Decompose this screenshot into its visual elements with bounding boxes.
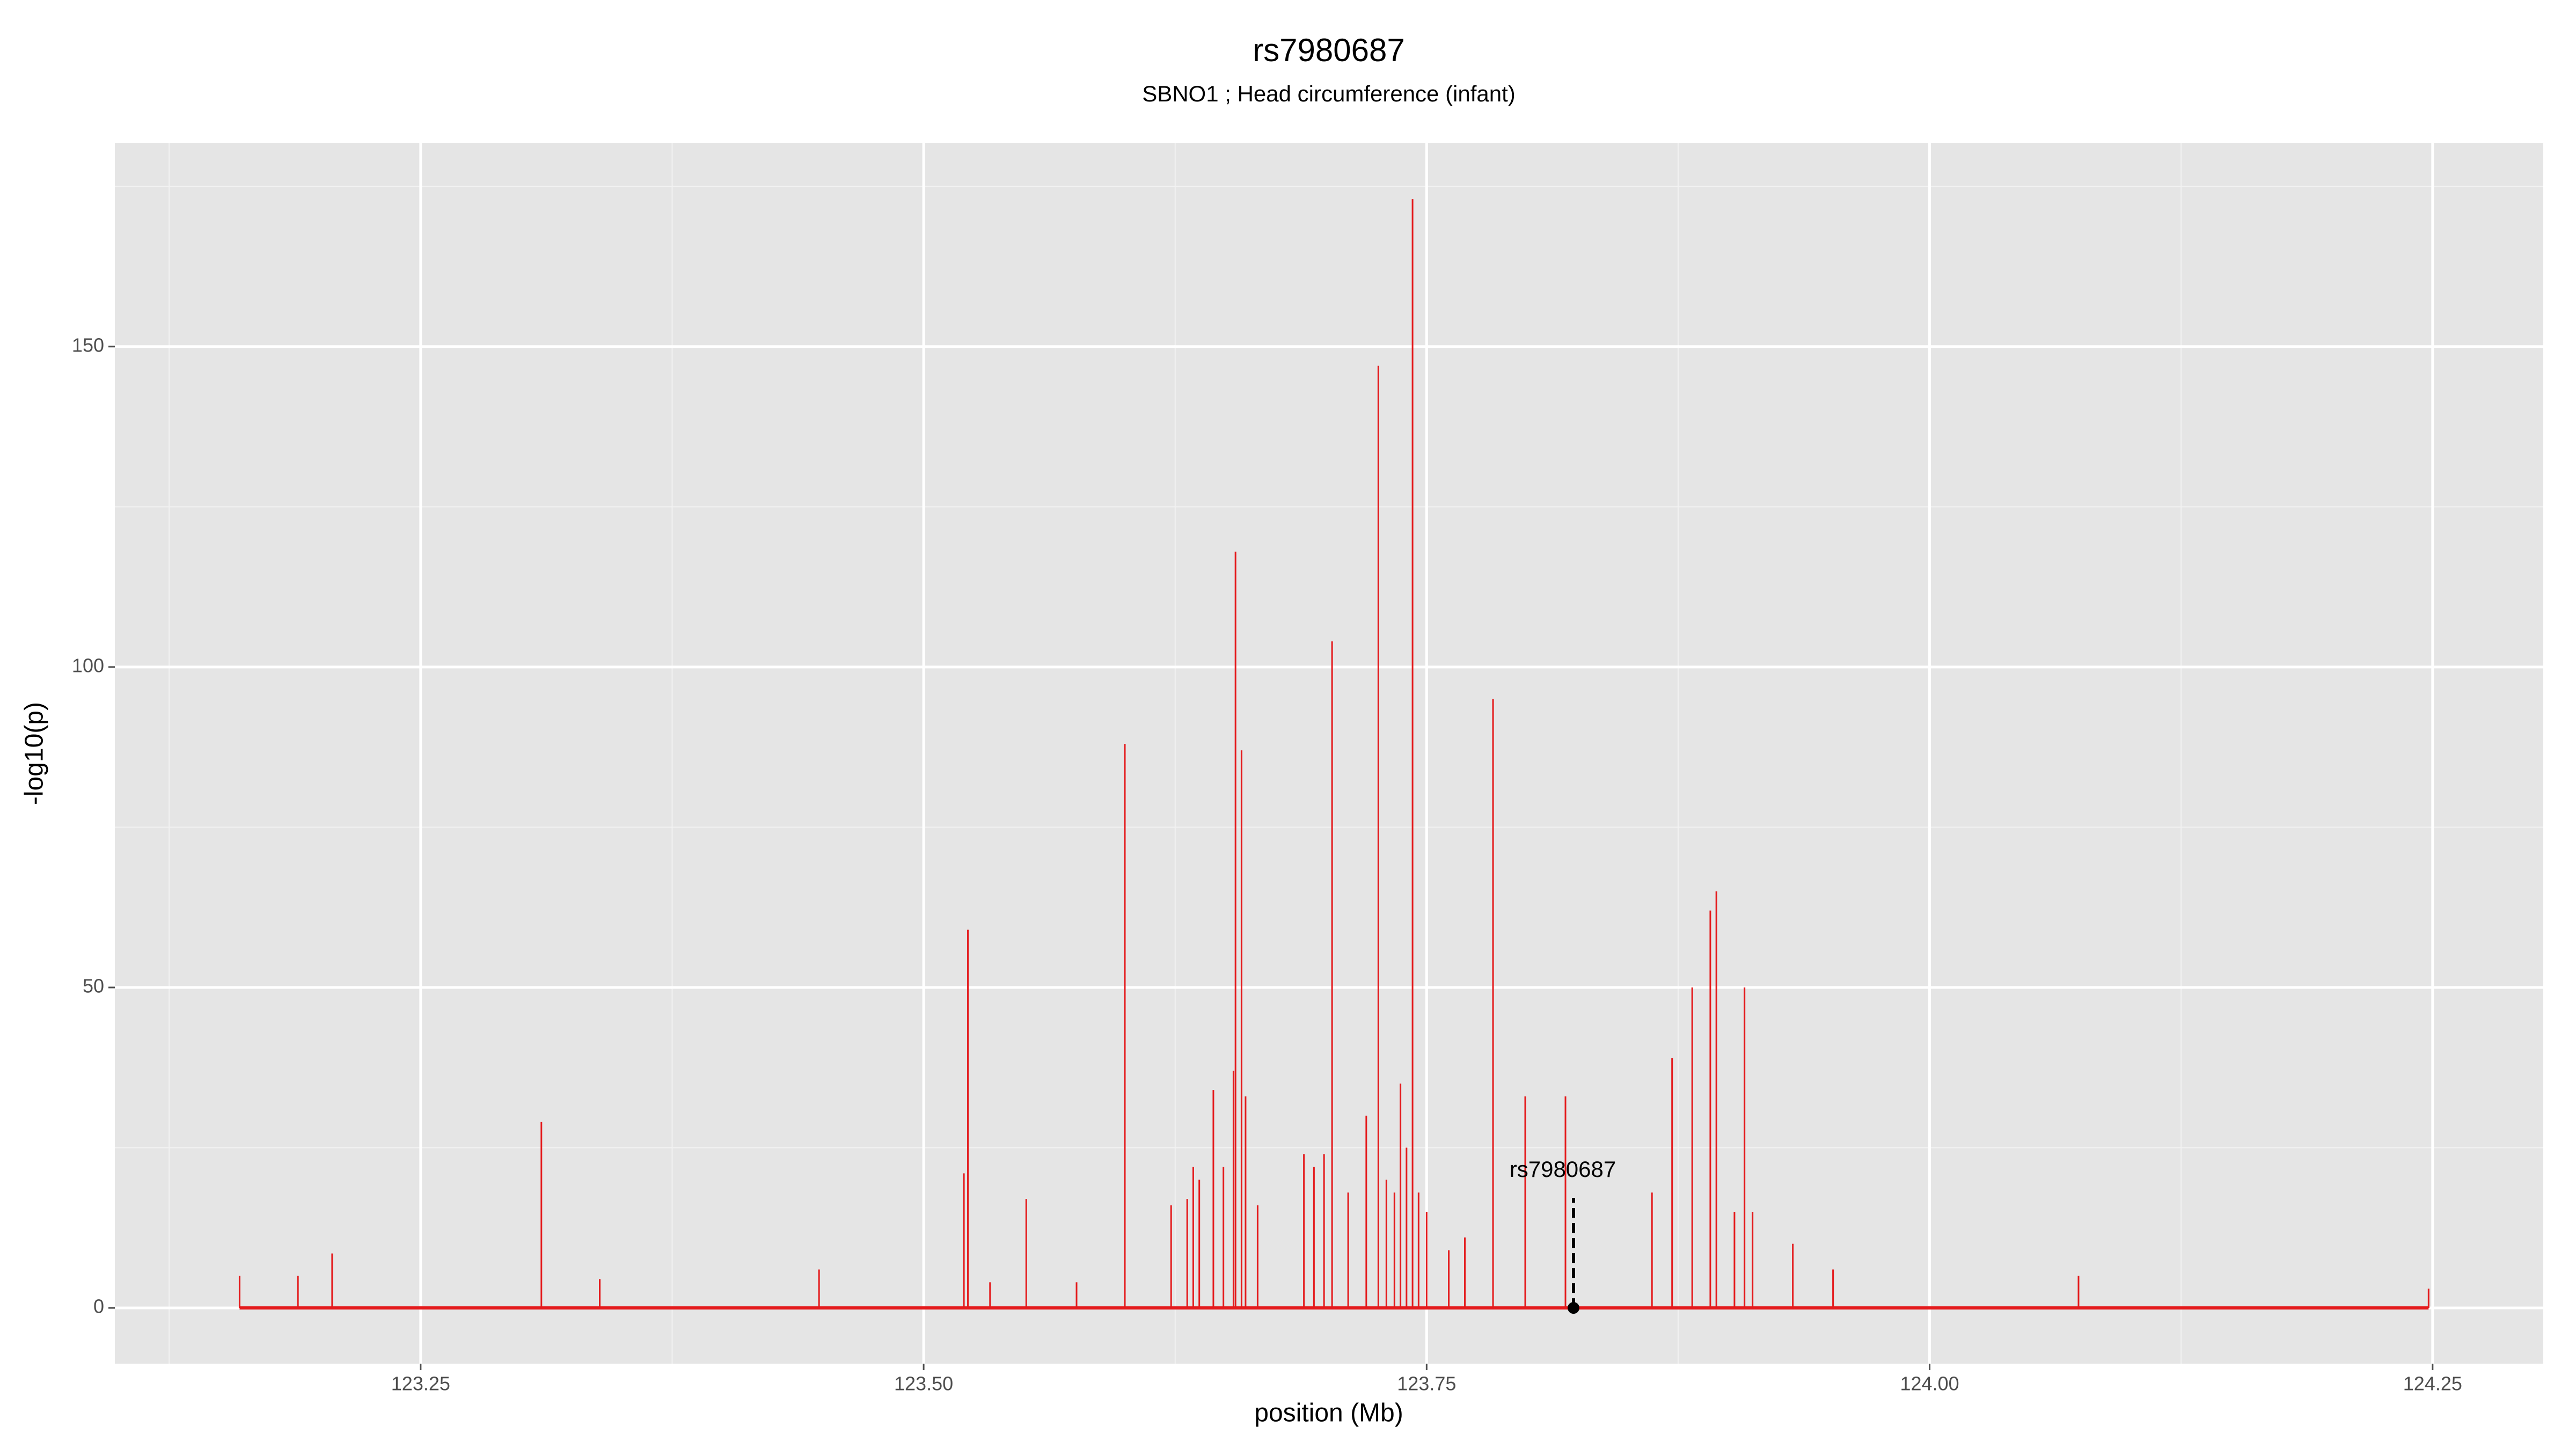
chart-subtitle: SBNO1 ; Head circumference (infant) [1142, 81, 1516, 106]
y-tick-label: 50 [83, 975, 104, 997]
x-tick-label: 123.25 [391, 1373, 450, 1395]
y-tick-label: 150 [72, 334, 104, 356]
plot-panel [115, 143, 2543, 1364]
x-tick-label: 123.50 [894, 1373, 953, 1395]
y-axis-label: -log10(p) [20, 702, 49, 805]
annotation-label: rs7980687 [1510, 1157, 1616, 1182]
x-tick-label: 123.75 [1397, 1373, 1456, 1395]
chart-title: rs7980687 [1253, 32, 1405, 68]
x-tick-label: 124.25 [2403, 1373, 2462, 1395]
y-tick-label: 100 [72, 654, 104, 676]
y-tick-label: 0 [93, 1296, 104, 1318]
x-tick-label: 124.00 [1900, 1373, 1959, 1395]
x-axis-label: position (Mb) [1254, 1399, 1403, 1428]
annotation-point [1567, 1302, 1579, 1314]
